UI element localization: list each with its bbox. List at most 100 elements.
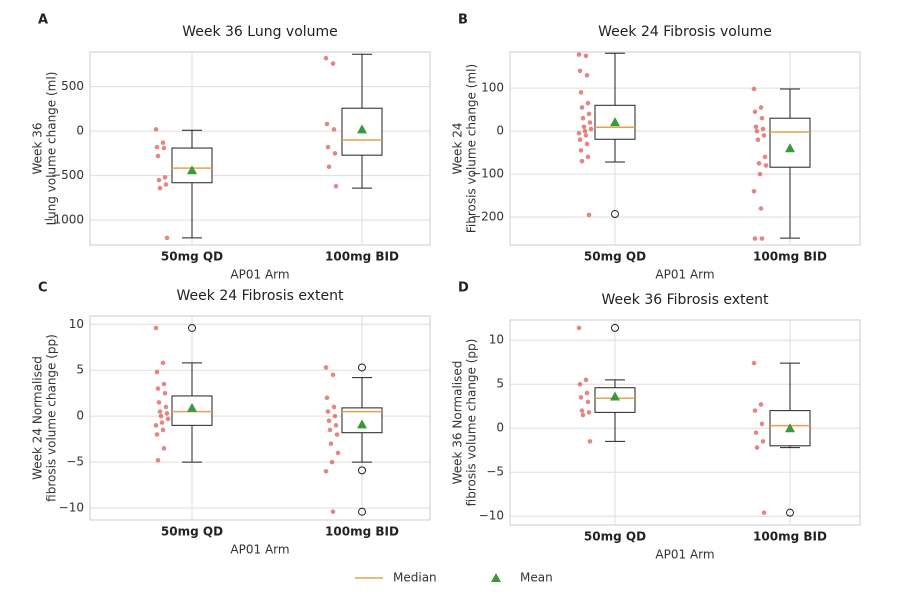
strip-point [157, 185, 163, 191]
strip-point [154, 369, 160, 375]
strip-point [326, 418, 332, 424]
y-tick-label: −500 [51, 168, 84, 182]
strip-point [578, 395, 584, 400]
outlier [358, 466, 366, 475]
panel-label: B [458, 13, 468, 28]
outlier [358, 363, 366, 372]
strip-point [332, 413, 338, 419]
strip-point [752, 408, 758, 413]
chart-title: Week 36 Fibrosis extent [602, 292, 769, 308]
panel-label: D [458, 281, 469, 296]
strip-point [756, 161, 762, 166]
strip-point [159, 420, 165, 425]
strip-point [579, 105, 585, 110]
y-axis-label: Week 24 Normalised [31, 356, 45, 480]
strip-point [160, 427, 166, 433]
strip-point [584, 72, 590, 78]
strip-point [163, 182, 169, 187]
strip-point [330, 509, 336, 515]
legend-label: Median [393, 571, 437, 585]
x-tick-label: 100mg BID [325, 250, 399, 264]
y-tick-label: −200 [471, 210, 504, 224]
outlier [611, 323, 619, 332]
strip-point [752, 236, 758, 241]
strip-point [758, 105, 764, 110]
y-tick-label: −5 [66, 455, 84, 469]
y-axis-label: Fibrosis volume change (ml) [465, 64, 479, 233]
strip-point [157, 409, 163, 414]
strip-point [587, 439, 593, 444]
strip-point [583, 53, 589, 59]
y-tick-label: 10 [69, 317, 84, 331]
outlier [611, 210, 619, 219]
strip-point [751, 188, 757, 194]
strip-point [758, 402, 764, 407]
strip-point [586, 212, 592, 218]
mean-marker [610, 391, 620, 401]
y-tick-label: −10 [59, 501, 84, 515]
strip-point [156, 177, 162, 183]
strip-point [154, 432, 160, 437]
y-axis-label: Week 24 [451, 123, 465, 175]
strip-point [752, 109, 758, 115]
strip-point [164, 235, 170, 241]
y-tick-label: 0 [496, 124, 504, 138]
strip-point [325, 144, 331, 150]
plot-frame [89, 51, 431, 246]
strip-point [576, 52, 582, 57]
x-tick-label: 50mg QD [161, 250, 223, 264]
strip-point [324, 395, 330, 401]
strip-point [155, 386, 161, 391]
strip-point [754, 445, 760, 450]
y-tick-label: 0 [76, 409, 84, 423]
strip-point [577, 137, 583, 142]
strip-point [757, 171, 763, 177]
chart-title: Week 24 Fibrosis volume [598, 24, 772, 40]
strip-point [161, 145, 167, 151]
strip-point [332, 151, 338, 156]
strip-point [154, 144, 160, 150]
strip-point [758, 206, 764, 211]
mean-marker [785, 143, 795, 153]
strip-point [333, 183, 339, 189]
strip-point [153, 423, 159, 428]
y-tick-label: −5 [486, 465, 504, 479]
strip-point [333, 423, 339, 428]
box [769, 117, 811, 168]
outlier [786, 508, 794, 517]
plot-frame [509, 51, 861, 246]
strip-point [581, 124, 587, 130]
strip-point [323, 468, 329, 474]
strip-point [165, 416, 171, 422]
strip-point [161, 446, 167, 451]
x-axis-label: AP01 Arm [230, 268, 289, 282]
strip-point [584, 141, 590, 147]
strip-point [335, 450, 341, 456]
y-axis-label: fibrosis volume change (pp) [465, 339, 479, 507]
x-axis-label: AP01 Arm [655, 548, 714, 562]
x-tick-label: 100mg BID [753, 250, 827, 264]
strip-point [331, 127, 337, 132]
strip-point [583, 377, 589, 383]
strip-point [753, 124, 759, 130]
strip-point [162, 390, 168, 396]
strip-point [576, 130, 582, 136]
strip-point [585, 154, 591, 160]
x-tick-label: 100mg BID [325, 525, 399, 539]
strip-point [155, 153, 161, 159]
strip-point [586, 111, 592, 117]
strip-point [330, 372, 336, 378]
strip-point [153, 325, 159, 331]
strip-point [324, 121, 330, 127]
strip-point [327, 427, 333, 433]
y-axis-label: Week 36 Normalised [451, 361, 465, 485]
strip-point [158, 413, 164, 419]
y-tick-label: 5 [496, 377, 504, 391]
strip-point [323, 365, 329, 370]
x-axis-label: AP01 Arm [230, 543, 289, 557]
strip-point [153, 127, 159, 132]
y-tick-label: 10 [489, 333, 504, 347]
strip-point [754, 128, 760, 134]
mean-marker [610, 117, 620, 127]
